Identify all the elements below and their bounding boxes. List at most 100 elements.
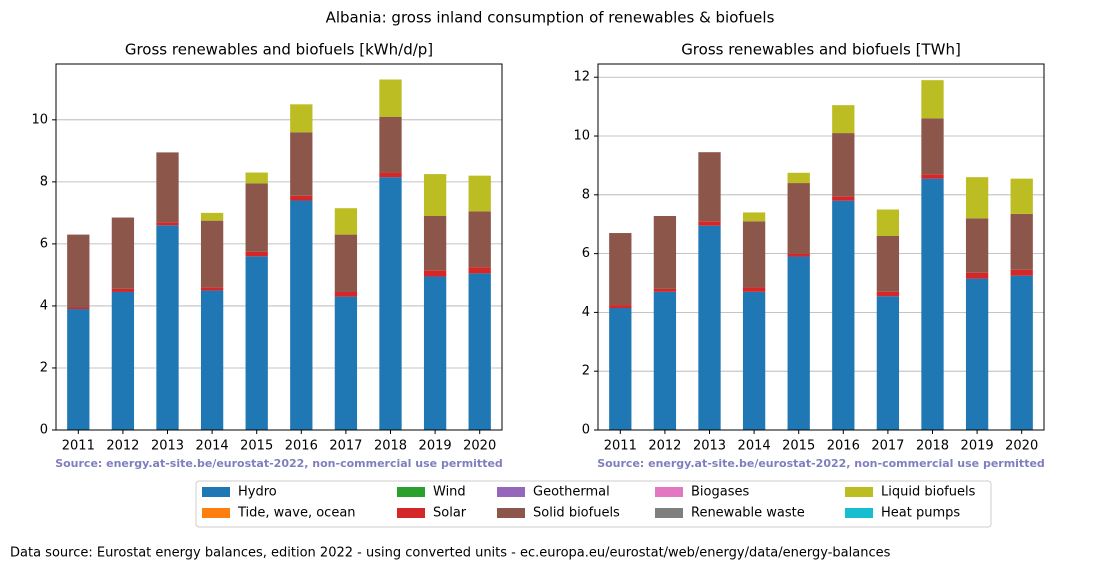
bar-segment <box>787 253 810 257</box>
y-tick-label: 6 <box>582 246 590 261</box>
x-tick-label: 2011 <box>62 439 95 454</box>
bar-segment <box>156 225 179 430</box>
bar-segment <box>468 267 491 274</box>
bar-segment <box>965 177 989 219</box>
bar-segment <box>921 178 944 430</box>
y-tick-label: 8 <box>40 174 48 189</box>
legend-swatch <box>655 508 683 518</box>
bar-segment <box>832 196 855 201</box>
bar-segment <box>1010 275 1033 430</box>
bar-segment <box>111 288 135 292</box>
y-tick-label: 12 <box>573 70 590 85</box>
legend-label: Renewable waste <box>691 506 805 521</box>
bar-segment <box>290 104 313 133</box>
x-tick-label: 2019 <box>419 439 452 454</box>
bar-segment <box>832 200 855 430</box>
y-tick-label: 10 <box>31 112 48 127</box>
bar-segment <box>423 276 447 430</box>
y-tick-label: 0 <box>582 423 590 438</box>
bar-segment <box>334 291 358 297</box>
bar-segment <box>609 305 632 308</box>
legend-swatch <box>845 487 873 497</box>
x-tick-label: 2016 <box>285 439 318 454</box>
legend-label: Solar <box>433 506 467 521</box>
bar-segment <box>290 200 313 430</box>
legend-box <box>195 480 992 528</box>
bar-segment <box>200 290 224 430</box>
legend-label: Tide, wave, ocean <box>237 506 356 521</box>
x-tick-label: 2018 <box>374 439 407 454</box>
bar-segment <box>876 209 900 236</box>
bar-segment <box>965 278 989 430</box>
bar-segment <box>698 225 721 430</box>
bar-segment <box>423 270 447 277</box>
legend-label: Wind <box>433 485 466 500</box>
y-tick-label: 8 <box>582 187 590 202</box>
bar-segment <box>423 174 447 216</box>
bar-segment <box>698 221 721 226</box>
bar-segment <box>290 132 313 196</box>
bar-segment <box>468 273 491 430</box>
bar-segment <box>832 105 855 134</box>
y-tick-label: 6 <box>40 236 48 251</box>
legend-swatch <box>845 508 873 518</box>
bar-segment <box>423 215 447 271</box>
bar-segment <box>787 256 810 430</box>
bar-segment <box>379 116 402 173</box>
bar-segment <box>609 233 632 306</box>
legend-swatch <box>497 487 525 497</box>
x-tick-label: 2014 <box>738 439 771 454</box>
legend-swatch <box>202 487 230 497</box>
bar-segment <box>965 272 989 279</box>
x-tick-label: 2015 <box>782 439 815 454</box>
x-tick-label: 2017 <box>871 439 904 454</box>
x-tick-label: 2011 <box>604 439 637 454</box>
bar-segment <box>742 287 766 292</box>
legend-swatch <box>397 508 425 518</box>
x-tick-label: 2012 <box>106 439 139 454</box>
legend-label: Solid biofuels <box>533 506 620 521</box>
bar-segment <box>609 308 632 430</box>
bar-segment <box>742 291 766 430</box>
bar-segment <box>832 133 855 197</box>
bar-segment <box>245 251 268 257</box>
x-tick-label: 2013 <box>693 439 726 454</box>
y-tick-label: 2 <box>40 360 48 375</box>
chart-title: Gross renewables and biofuels [kWh/d/p] <box>125 41 433 59</box>
bar-segment <box>653 215 677 289</box>
bar-segment <box>876 291 900 297</box>
footer: Data source: Eurostat energy balances, e… <box>10 546 891 561</box>
bar-segment <box>653 291 677 430</box>
bar-segment <box>965 218 989 273</box>
legend-swatch <box>497 508 525 518</box>
x-tick-label: 2017 <box>329 439 362 454</box>
legend-swatch <box>655 487 683 497</box>
x-tick-label: 2018 <box>916 439 949 454</box>
axes-frame <box>597 63 1045 431</box>
bar-segment <box>156 152 179 223</box>
bar-segment <box>921 174 944 179</box>
bar-segment <box>67 234 90 308</box>
bar-segment <box>200 287 224 291</box>
bar-segment <box>468 175 491 212</box>
source-note: Source: energy.at-site.be/eurostat-2022,… <box>597 457 1045 470</box>
source-note: Source: energy.at-site.be/eurostat-2022,… <box>55 457 503 470</box>
bar-segment <box>290 195 313 201</box>
bar-segment <box>742 212 766 222</box>
bar-segment <box>379 79 402 117</box>
bar-segment <box>156 222 179 226</box>
legend-label: Liquid biofuels <box>881 485 976 500</box>
x-tick-label: 2020 <box>1005 439 1038 454</box>
bar-segment <box>245 183 268 252</box>
x-tick-label: 2014 <box>196 439 229 454</box>
bar-segment <box>876 296 900 430</box>
legend-label: Hydro <box>238 485 277 500</box>
x-tick-label: 2012 <box>648 439 681 454</box>
bar-segment <box>111 217 135 289</box>
bar-segment <box>379 177 402 430</box>
bar-segment <box>200 212 224 221</box>
bar-segment <box>334 208 358 235</box>
bar-segment <box>379 172 402 178</box>
bar-segment <box>787 172 810 184</box>
